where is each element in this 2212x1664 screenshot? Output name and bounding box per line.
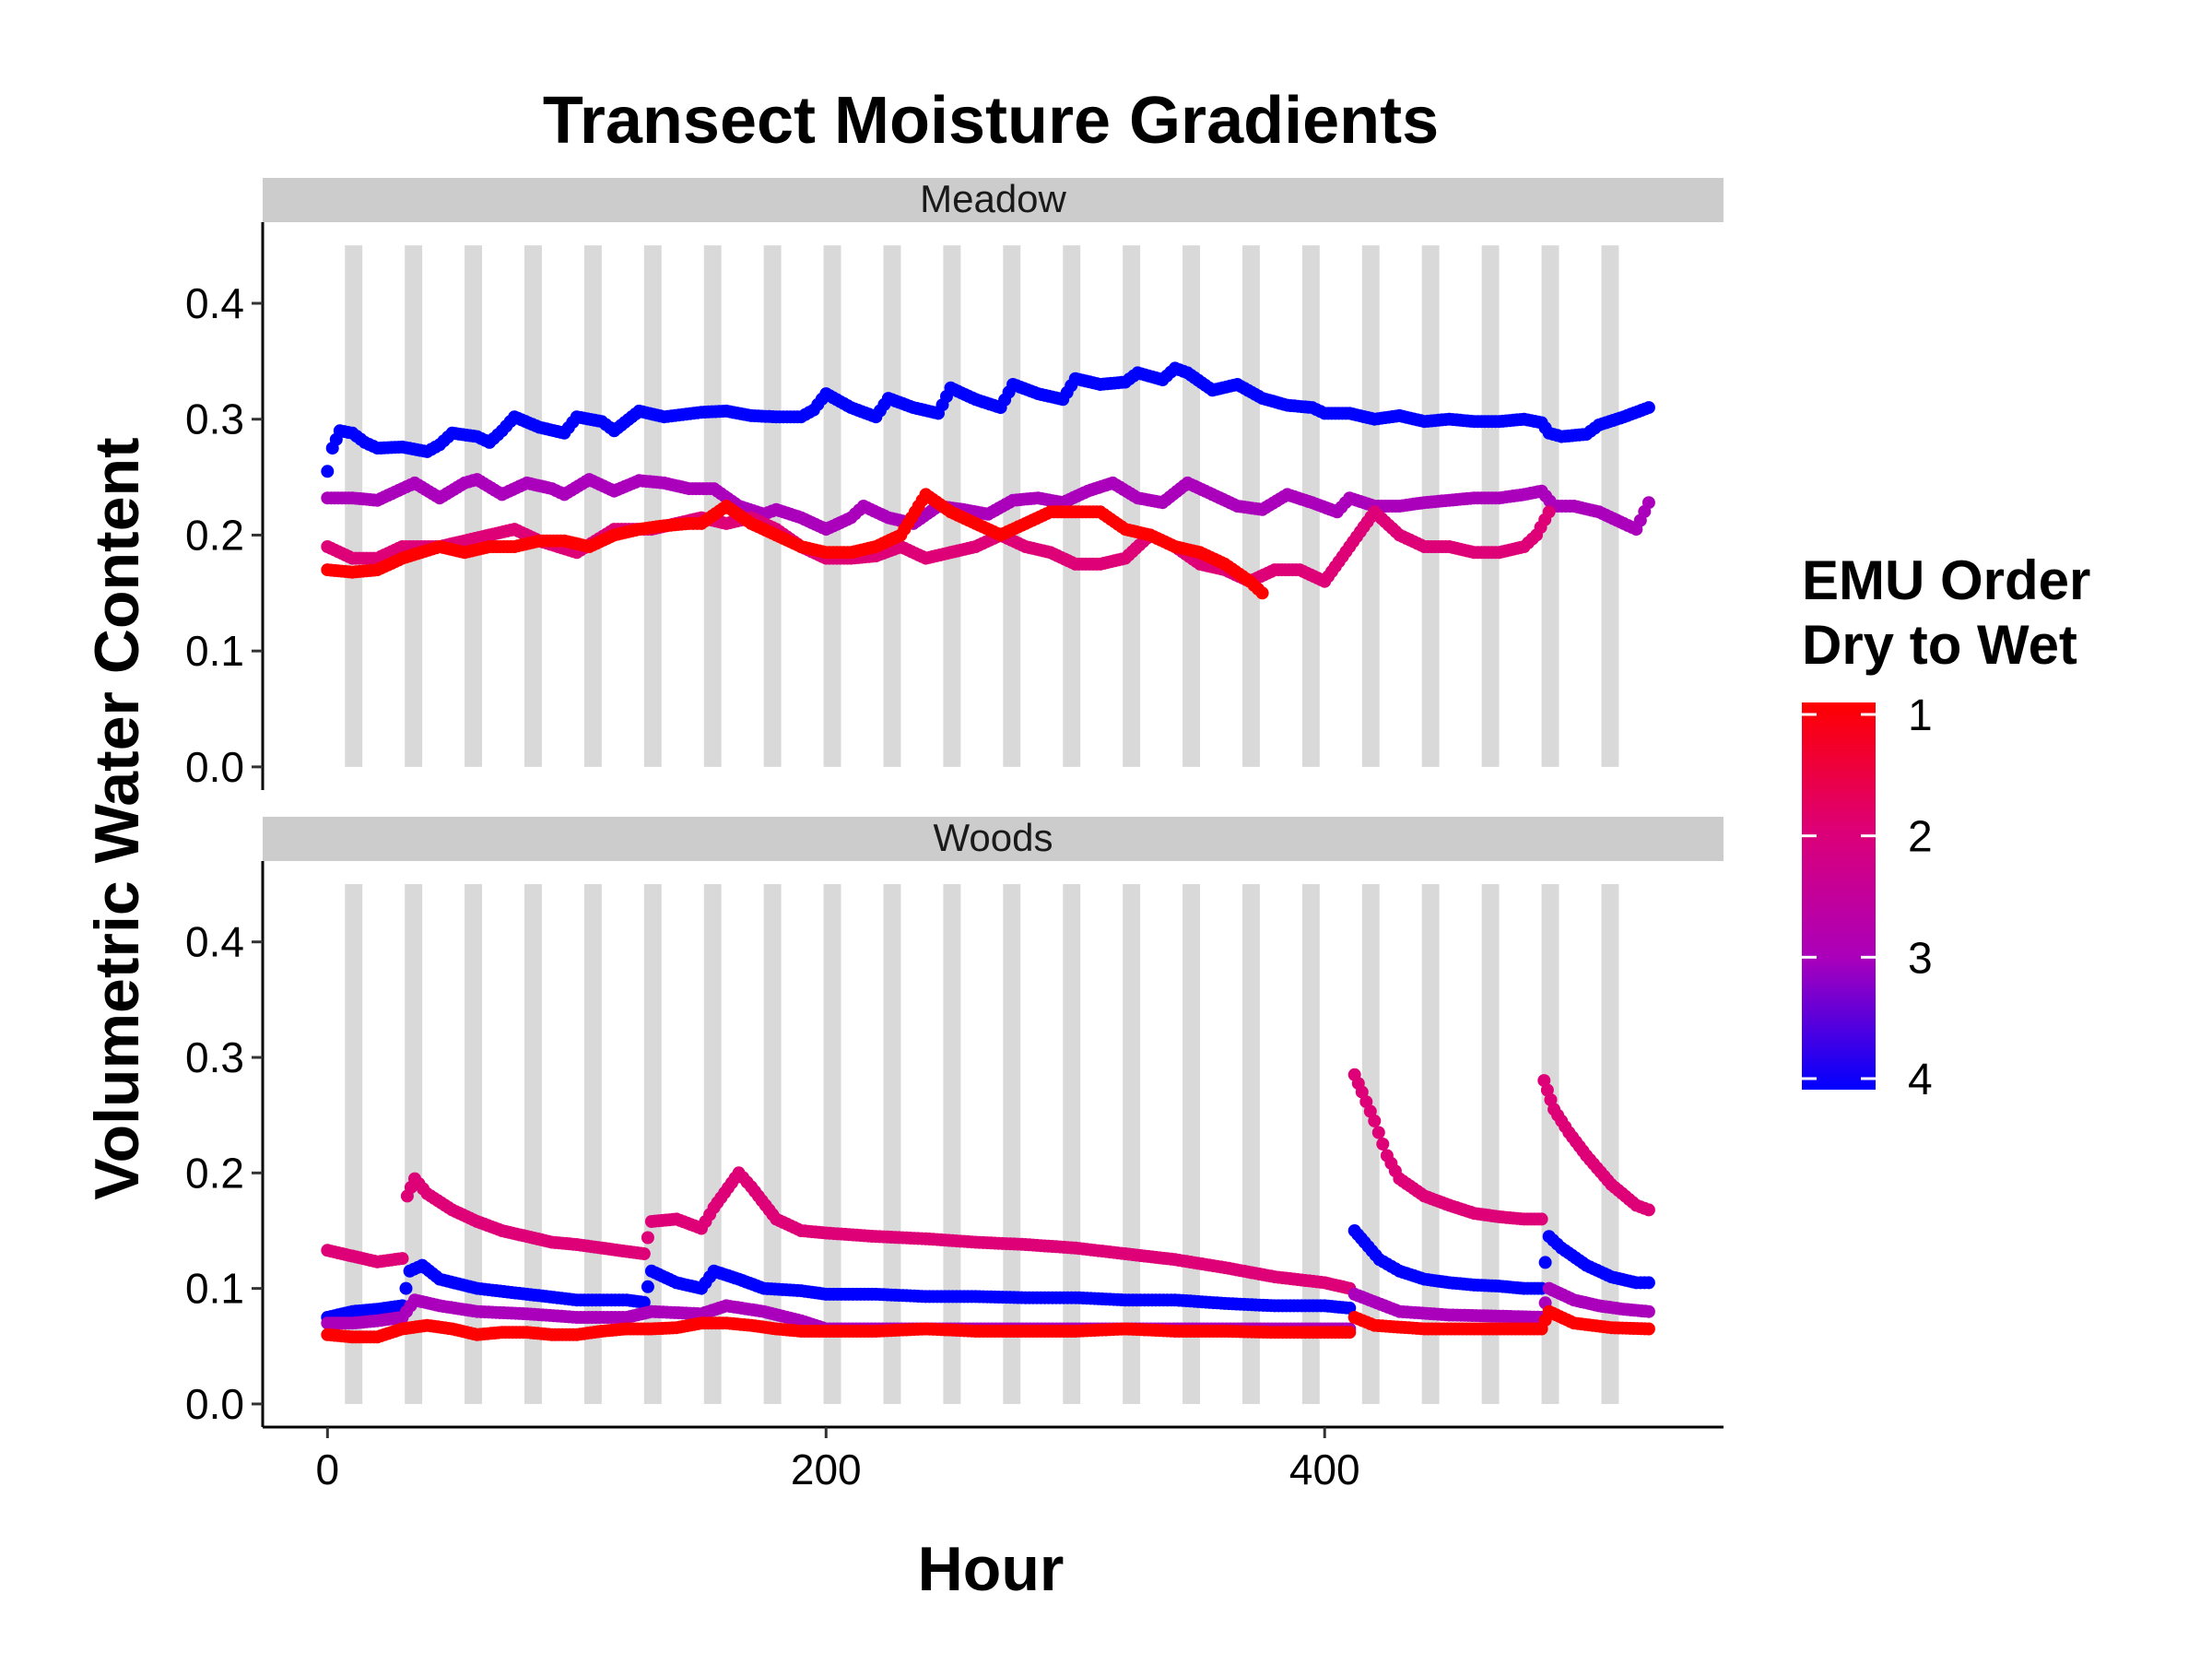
x-axis: 0 200 400 [263,1425,1724,1493]
data-point [399,1281,413,1295]
data-point [637,1247,651,1260]
data-point [1368,1114,1382,1127]
night-band [1361,884,1380,1404]
data-point [1641,1304,1655,1318]
data-point [1371,1126,1385,1139]
night-band [823,884,841,1404]
data-point [641,1231,654,1245]
data-point [1641,1276,1655,1290]
x-tick-label: 0 [316,1446,340,1493]
night-band [1481,245,1500,767]
y-tick-label: 0.3 [185,1033,244,1081]
legend-tick-label: 1 [1908,691,1933,740]
panel-woods: Woods 0.0 0.1 0.2 0.3 0.4 [185,816,1724,1428]
series-meadow-emu-1 [321,488,1269,600]
series-woods-emu-4 [321,1224,1655,1324]
legend-tick-label: 3 [1908,934,1933,983]
night-band [465,884,483,1404]
night-band [405,245,423,767]
strip-background [263,817,1724,861]
night-band [524,245,542,767]
strip-label: Woods [934,816,1053,859]
y-tick-label: 0.1 [185,627,244,675]
legend: EMU Order Dry to Wet 1 2 3 4 [1802,549,2090,1104]
y-axis-title: Volumetric Water Content [82,437,152,1199]
y-tick-label: 0.0 [185,743,244,791]
night-band [1123,245,1141,767]
data-point [1538,1256,1552,1269]
night-band [883,884,901,1404]
legend-title-line2: Dry to Wet [1802,614,2077,676]
data-point [1376,1138,1390,1151]
x-axis-title: Hour [918,1534,1065,1604]
data-point [1535,1212,1548,1226]
night-band [1481,884,1500,1404]
data-point [1540,1083,1554,1097]
data-point [1542,505,1556,519]
strip-label: Meadow [920,177,1066,220]
data-point [1641,1322,1655,1336]
data-point [1355,1085,1369,1099]
night-band [1182,884,1200,1404]
data-point [1641,1203,1655,1217]
data-point [641,1280,654,1293]
y-tick-label: 0.0 [185,1380,244,1428]
night-band [1601,245,1619,767]
night-band [943,884,961,1404]
data-point [395,1252,409,1266]
panel-meadow: Meadow 0.0 0.1 0.2 0.3 0.4 [185,177,1724,791]
night-band [1182,245,1200,767]
night-band [643,245,662,767]
x-tick-label: 400 [1289,1446,1360,1493]
series-meadow-emu-3 [321,473,1655,537]
night-band [345,884,363,1404]
night-band [345,245,363,767]
night-band [883,245,901,767]
series-woods-emu-2 [321,1068,1655,1295]
y-tick-label: 0.1 [185,1265,244,1313]
data-point [1343,1326,1357,1339]
series-meadow-emu-4 [321,361,1655,478]
y-tick-label: 0.2 [185,1149,244,1197]
night-band [583,245,602,767]
night-band [1301,884,1320,1404]
data-point [321,465,335,478]
chart-title: Transect Moisture Gradients [543,84,1439,158]
y-tick-label: 0.2 [185,511,244,559]
y-tick-label: 0.3 [185,395,244,443]
legend-colorbar [1802,702,1876,1090]
y-tick-label: 0.4 [185,279,244,327]
data-point [1641,496,1655,510]
strip-background [263,178,1724,222]
series-woods-emu-1 [321,1304,1655,1344]
data-point [1255,586,1269,600]
night-band [524,884,542,1404]
night-band [1063,884,1081,1404]
data-point [637,1295,651,1309]
night-band [703,245,722,767]
night-band [1541,884,1559,1404]
x-tick-label: 200 [791,1446,862,1493]
night-band [465,245,483,767]
legend-tick-label: 4 [1908,1056,1933,1104]
legend-title-line1: EMU Order [1802,549,2090,611]
night-band [763,884,782,1404]
legend-tick-label: 2 [1908,813,1933,862]
data-point [1641,401,1655,415]
night-band [583,884,602,1404]
night-band [823,245,841,767]
night-band [1003,884,1021,1404]
legend-ticks: 1 2 3 4 [1802,691,1933,1104]
night-band [1123,884,1141,1404]
y-tick-label: 0.4 [185,918,244,966]
